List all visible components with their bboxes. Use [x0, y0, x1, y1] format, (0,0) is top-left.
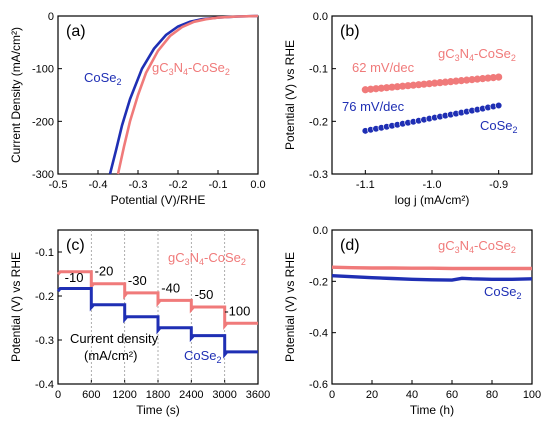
x-tick-label: -0.2: [169, 179, 188, 191]
x-tick-label: -0.5: [49, 179, 68, 191]
step-label: -30: [128, 273, 147, 288]
x-tick-label: -1.1: [356, 179, 375, 191]
tafel-annotation-1: 62 mV/dec: [352, 60, 415, 75]
plot-frame: [331, 229, 533, 385]
x-tick-label: 60: [446, 389, 458, 401]
step-label: -20: [95, 264, 114, 279]
y-tick-label: -200: [32, 116, 54, 128]
series-line-0: [331, 265, 532, 271]
series-line-1: [331, 274, 533, 282]
panel-a: -0.5 -0.4 -0.3 -0.2 -0.1 0.0 0 -100 -200 -300 Pote…: [9, 11, 266, 207]
panel-label: (c): [66, 237, 85, 254]
y-tick-label: -0.3: [35, 335, 54, 347]
y-tick-label: -300: [32, 169, 54, 181]
x-axis-label: Time (h): [410, 403, 454, 417]
step-label: -40: [161, 280, 180, 295]
x-tick-label: 1800: [146, 389, 170, 401]
series-line-0: [108, 14, 259, 175]
x-tick-label: 3600: [246, 389, 270, 401]
y-tick-label: 0: [48, 11, 54, 23]
x-tick-label: -0.4: [89, 179, 108, 191]
x-tick-label: 1200: [112, 389, 136, 401]
x-tick-label: -0.9: [489, 179, 508, 191]
data-point: [495, 73, 503, 81]
x-axis-label: log j (mA/cm²): [395, 193, 470, 207]
y-tick-label: 0.0: [313, 225, 328, 237]
plot-frame: [57, 15, 259, 175]
y-tick-label: -0.2: [309, 116, 328, 128]
y-tick-label: -0.2: [309, 276, 328, 288]
y-tick-label: -0.6: [309, 379, 328, 391]
series-line-1: [56, 287, 258, 359]
x-tick-label: 40: [406, 389, 418, 401]
series-label-coSe2: CoSe2: [484, 284, 522, 301]
x-axis-label: Potential (V)/RHE: [111, 193, 206, 207]
x-tick-label: 80: [486, 389, 498, 401]
y-axis-label: Potential (V) vs RHE: [283, 40, 297, 150]
x-tick-label: 0: [55, 389, 61, 401]
panel-d: 0 20 40 60 80 100 0.0 -0.2 -0.4 -0.6 Time (h) Poten…: [283, 225, 541, 417]
x-tick-label: 0: [329, 389, 335, 401]
y-tick-label: 0.0: [313, 11, 328, 23]
series-label-coSe2: CoSe2: [184, 348, 222, 365]
series-label-gc3n4: gC3N4-CoSe2: [168, 250, 246, 267]
x-tick-label: 600: [82, 389, 100, 401]
series-label-gc3n4: gC3N4-CoSe2: [438, 46, 516, 63]
step-label: -10: [65, 270, 84, 285]
x-tick-label: -0.3: [129, 179, 148, 191]
series-line-1: [116, 14, 259, 175]
data-point: [495, 101, 503, 110]
y-tick-label: -0.3: [309, 169, 328, 181]
panel-label: (d): [340, 237, 360, 254]
series-label-gc3n4: gC3N4-CoSe2: [152, 60, 230, 77]
series-label-coSe2: CoSe2: [84, 70, 122, 87]
series-label-gc3n4: gC3N4-CoSe2: [438, 238, 516, 255]
series-label-coSe2: CoSe2: [480, 118, 518, 135]
series-line-0: [56, 270, 258, 330]
y-tick-label: -0.1: [309, 64, 328, 76]
step-label: -50: [195, 287, 214, 302]
y-axis-label: Potential (V) vs RHE: [9, 252, 23, 362]
step-label: -100: [224, 303, 250, 318]
x-tick-label: 3000: [212, 389, 236, 401]
panel-b: -1.1 -1.0 -0.9 0.0 -0.1 -0.2 -0.3 log j (mA/cm²…: [283, 11, 533, 207]
y-tick-label: -0.4: [35, 379, 54, 391]
y-tick-label: -100: [32, 64, 54, 76]
y-axis-label: Potential (V) vs RHE: [283, 252, 297, 362]
x-axis-label: Time (s): [136, 403, 180, 417]
panel-label: (a): [66, 23, 86, 40]
x-tick-label: 0.0: [250, 179, 265, 191]
y-tick-label: -0.4: [309, 328, 328, 340]
panel-label: (b): [340, 23, 360, 40]
y-tick-label: -0.1: [35, 247, 54, 259]
current-density-unit: (mA/cm²): [84, 348, 137, 363]
x-tick-label: -0.1: [209, 179, 228, 191]
y-tick-label: -0.2: [35, 291, 54, 303]
tafel-annotation-2: 76 mV/dec: [342, 99, 405, 114]
x-tick-label: 20: [366, 389, 378, 401]
x-tick-label: 100: [523, 389, 541, 401]
plot-frame: [331, 15, 533, 175]
current-density-annotation: Current density: [70, 331, 159, 346]
x-tick-label: 2400: [179, 389, 203, 401]
x-tick-label: -1.0: [423, 179, 442, 191]
y-axis-label: Current Density (mA/cm²): [9, 27, 23, 163]
panel-c: 0 600 1200 1800 2400 3000 3600 -0.1 -0.2 -0.3 -0.4…: [9, 229, 270, 417]
